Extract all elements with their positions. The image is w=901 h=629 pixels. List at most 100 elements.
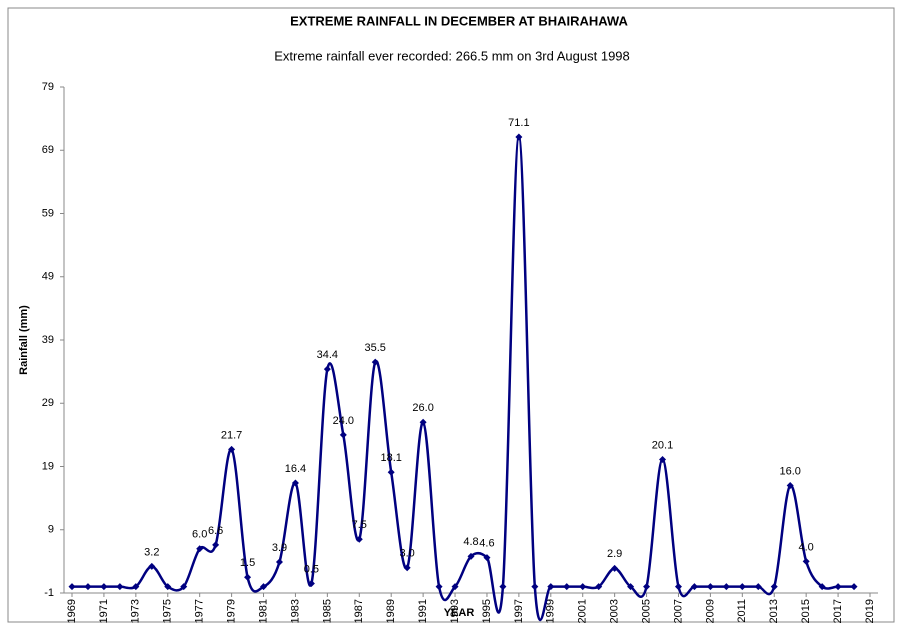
marker bbox=[786, 481, 794, 489]
x-axis-title: YEAR bbox=[444, 607, 475, 619]
marker bbox=[499, 583, 507, 591]
y-axis-title: Rainfall (mm) bbox=[18, 305, 30, 375]
y-tick-label: 39 bbox=[42, 334, 54, 346]
marker bbox=[355, 535, 363, 543]
y-tick-label: -1 bbox=[44, 587, 54, 599]
marker bbox=[451, 583, 459, 591]
x-tick-label: 1993 bbox=[449, 599, 461, 623]
data-label: 4.6 bbox=[479, 537, 494, 549]
marker bbox=[834, 583, 842, 591]
marker bbox=[754, 583, 762, 591]
data-label: 6.6 bbox=[208, 525, 223, 537]
data-label: 3.0 bbox=[400, 548, 415, 560]
data-label: 16.0 bbox=[779, 465, 800, 477]
y-tick-label: 79 bbox=[42, 81, 54, 93]
chart-border bbox=[7, 7, 895, 623]
x-tick-label: 2005 bbox=[640, 599, 652, 623]
data-label: 20.1 bbox=[652, 439, 673, 451]
marker bbox=[132, 583, 140, 591]
marker bbox=[770, 583, 778, 591]
marker bbox=[627, 583, 635, 591]
x-tick-label: 1991 bbox=[417, 599, 429, 623]
data-label: 4.0 bbox=[799, 541, 814, 553]
marker bbox=[547, 583, 555, 591]
line bbox=[72, 135, 855, 622]
chart-title: EXTREME RAINFALL IN DECEMBER AT BHAIRAHA… bbox=[290, 13, 628, 28]
data-label: 2.9 bbox=[607, 548, 622, 560]
x-tick-label: 1977 bbox=[194, 599, 206, 623]
data-label: 35.5 bbox=[365, 342, 386, 354]
data-label: 21.7 bbox=[221, 429, 242, 441]
marker bbox=[706, 583, 714, 591]
marker bbox=[260, 583, 268, 591]
marker bbox=[164, 583, 172, 591]
x-tick-label: 1995 bbox=[481, 599, 493, 623]
marker bbox=[435, 583, 443, 591]
data-label: 3.9 bbox=[272, 542, 287, 554]
marker bbox=[291, 479, 299, 487]
marker bbox=[611, 564, 619, 572]
marker bbox=[850, 583, 858, 591]
marker bbox=[116, 583, 124, 591]
x-tick-label: 1971 bbox=[98, 599, 110, 623]
data-label: 6.0 bbox=[192, 529, 207, 541]
marker bbox=[738, 583, 746, 591]
marker bbox=[467, 552, 475, 560]
marker bbox=[228, 445, 236, 453]
x-tick-label: 1999 bbox=[545, 599, 557, 623]
x-tick-label: 2017 bbox=[832, 599, 844, 623]
marker bbox=[722, 583, 730, 591]
marker bbox=[307, 580, 315, 588]
marker bbox=[595, 583, 603, 591]
y-tick-label: 69 bbox=[42, 144, 54, 156]
x-tick-label: 2001 bbox=[577, 599, 589, 623]
data-label: 18.1 bbox=[380, 452, 401, 464]
y-tick-label: 29 bbox=[42, 397, 54, 409]
marker bbox=[818, 583, 826, 591]
x-tick-label: 1985 bbox=[321, 599, 333, 623]
x-tick-label: 1981 bbox=[257, 599, 269, 623]
marker bbox=[196, 545, 204, 553]
x-tick-label: 2011 bbox=[736, 599, 748, 623]
x-tick-label: 2007 bbox=[672, 599, 684, 623]
y-tick-label: 49 bbox=[42, 271, 54, 283]
marker bbox=[531, 583, 539, 591]
marker bbox=[84, 583, 92, 591]
marker bbox=[323, 365, 331, 373]
x-tick-label: 2003 bbox=[609, 599, 621, 623]
marker bbox=[659, 456, 667, 464]
y-tick-label: 59 bbox=[42, 207, 54, 219]
marker bbox=[643, 583, 651, 591]
marker bbox=[483, 554, 491, 562]
marker bbox=[180, 583, 188, 591]
x-tick-label: 1987 bbox=[353, 599, 365, 623]
marker bbox=[275, 558, 283, 566]
data-label: 0.5 bbox=[304, 563, 319, 575]
x-tick-label: 1989 bbox=[385, 599, 397, 623]
data-label: 7.5 bbox=[352, 519, 367, 531]
marker bbox=[674, 583, 682, 591]
x-tick-label: 1973 bbox=[130, 599, 142, 623]
data-label: 3.2 bbox=[144, 546, 159, 558]
marker bbox=[419, 418, 427, 426]
x-tick-label: 2013 bbox=[768, 599, 780, 623]
marker bbox=[563, 583, 571, 591]
marker bbox=[579, 583, 587, 591]
marker bbox=[212, 541, 220, 549]
y-tick-label: 9 bbox=[48, 524, 54, 536]
marker bbox=[371, 358, 379, 366]
chart-subtitle: Extreme rainfall ever recorded: 266.5 mm… bbox=[274, 48, 630, 63]
x-tick-label: 1979 bbox=[226, 599, 238, 623]
data-label: 24.0 bbox=[333, 415, 354, 427]
marker bbox=[802, 557, 810, 565]
x-tick-label: 1983 bbox=[289, 599, 301, 623]
x-tick-label: 2015 bbox=[800, 599, 812, 623]
marker bbox=[403, 564, 411, 572]
marker bbox=[100, 583, 108, 591]
data-label: 16.4 bbox=[285, 463, 306, 475]
data-label: 26.0 bbox=[412, 402, 433, 414]
data-label: 34.4 bbox=[317, 349, 338, 361]
data-label: 4.8 bbox=[463, 536, 478, 548]
marker bbox=[515, 133, 523, 141]
